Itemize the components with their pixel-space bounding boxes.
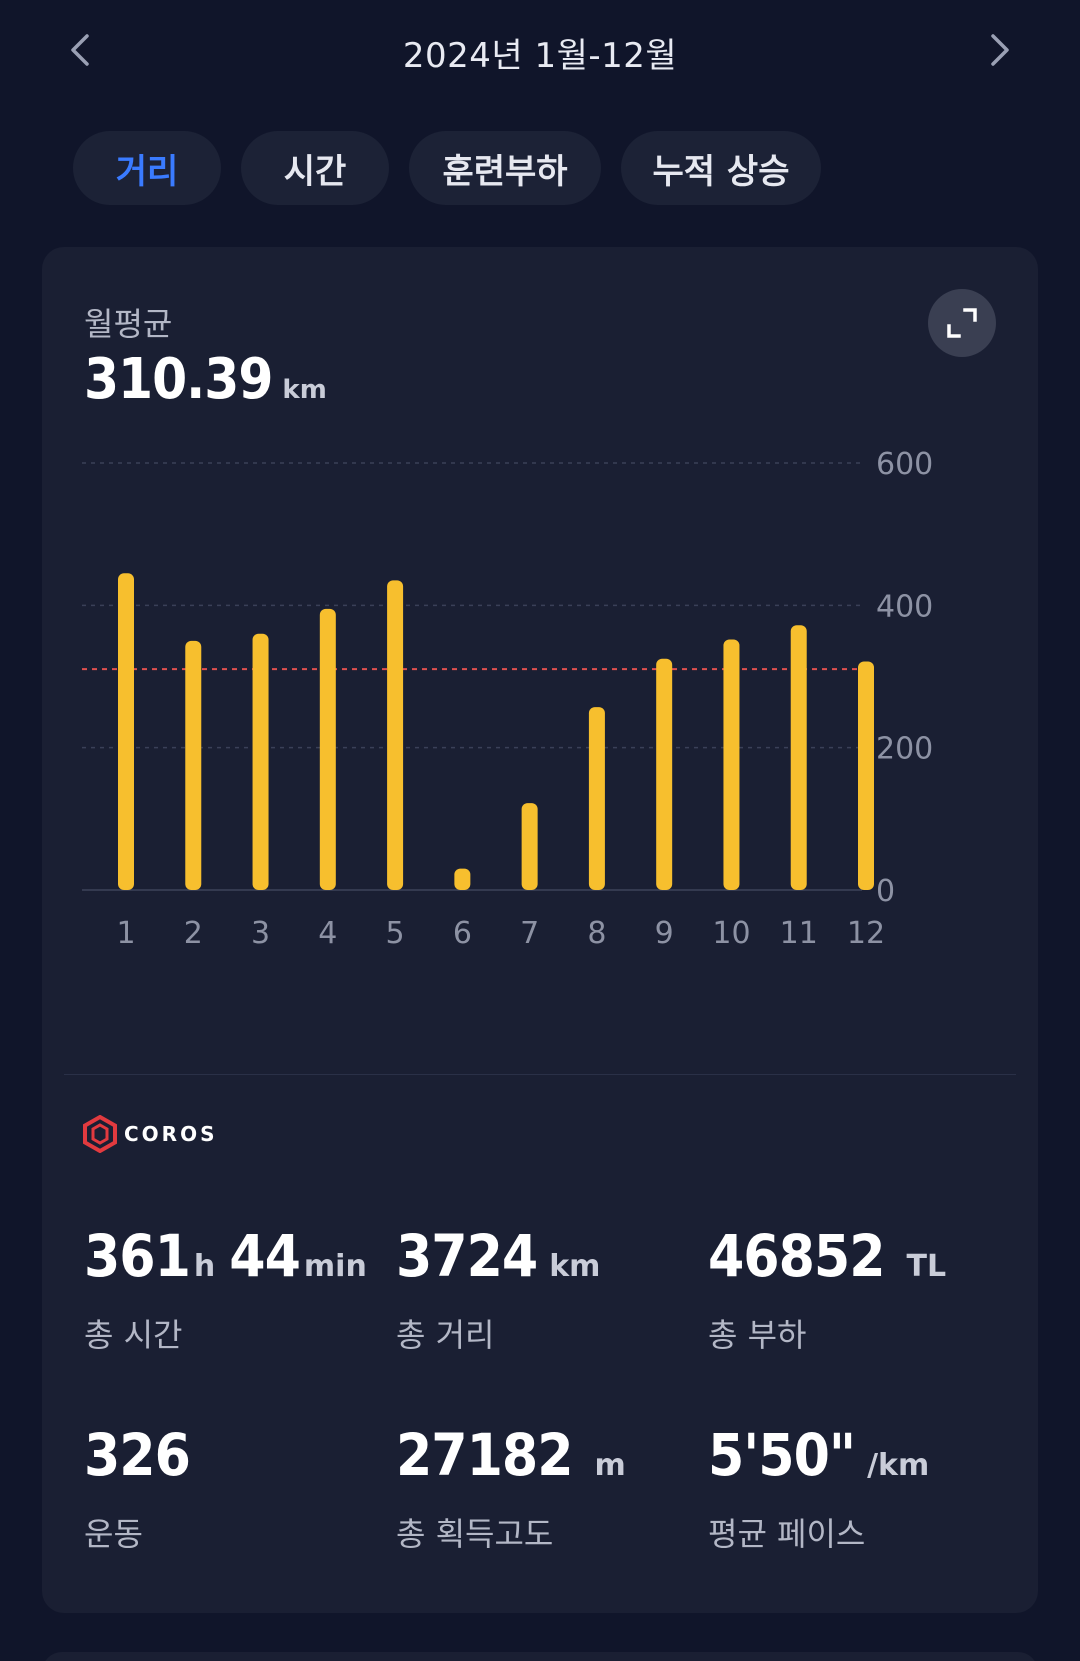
x-tick-label: 7 (520, 916, 539, 951)
tab-distance[interactable]: 거리 (73, 131, 221, 205)
x-tick-label: 10 (712, 916, 750, 951)
stat-unit: /km (867, 1448, 930, 1483)
bar (118, 573, 134, 890)
bar (858, 661, 874, 890)
stat-value: 361 (84, 1222, 191, 1290)
bar (185, 640, 202, 890)
next-card (42, 1652, 1038, 1661)
x-tick-label: 1 (116, 916, 135, 951)
x-tick-label: 2 (184, 916, 203, 951)
stat-value: 326 (84, 1421, 191, 1489)
expand-button[interactable] (928, 289, 996, 357)
expand-icon (947, 308, 977, 338)
stat-unit: h (193, 1249, 216, 1284)
monthly-average-label: 월평균 (84, 305, 173, 343)
summary-card: 월평균 310.39 km 0 200 400 600 1 2 3 4 5 6 7 8 9 10 11 12 … (42, 247, 1038, 1613)
x-tick-label: 12 (847, 916, 885, 951)
stat-total-load: 46852 TL 총 부하 (708, 1222, 998, 1356)
stat-label: 평균 페이스 (708, 1515, 866, 1553)
x-tick-label: 4 (318, 916, 337, 951)
x-tick-label: 8 (587, 916, 606, 951)
coros-logo-icon (83, 1115, 117, 1153)
stat-label: 총 획득고도 (396, 1515, 554, 1553)
bar (521, 803, 538, 890)
bar (252, 633, 269, 890)
stat-label: 총 시간 (84, 1316, 183, 1354)
stat-value: 27182 (396, 1421, 574, 1489)
stat-label: 총 부하 (708, 1316, 807, 1354)
coros-brand: COROS (82, 1115, 218, 1153)
stat-total-time: 361 h 44 min 총 시간 (84, 1222, 374, 1356)
tab-time[interactable]: 시간 (241, 131, 389, 205)
stat-value-minutes: 44 (229, 1222, 301, 1290)
stat-unit: km (549, 1249, 601, 1284)
bar (387, 580, 404, 890)
stat-label: 운동 (84, 1515, 143, 1553)
chevron-right-icon[interactable] (980, 30, 1020, 70)
stat-value: 5'50" (708, 1421, 856, 1489)
stat-activities: 326 운동 (84, 1421, 374, 1555)
stat-average-pace: 5'50" /km 평균 페이스 (708, 1421, 998, 1555)
tab-elevation-gain[interactable]: 누적 상승 (621, 131, 821, 205)
chevron-left-icon[interactable] (60, 30, 100, 70)
bar (319, 608, 336, 890)
x-tick-label: 6 (453, 916, 472, 951)
stat-unit-minutes: min (303, 1249, 367, 1284)
metric-tabs: 거리 시간 훈련부하 누적 상승 (73, 131, 821, 205)
tab-training-load[interactable]: 훈련부하 (409, 131, 601, 205)
stat-unit: m (594, 1448, 626, 1483)
y-tick-label: 200 (876, 732, 933, 767)
x-tick-label: 9 (655, 916, 674, 951)
stat-unit: TL (906, 1249, 947, 1284)
stat-total-distance: 3724 km 총 거리 (396, 1222, 686, 1356)
bar (656, 658, 673, 890)
stat-elevation-gain: 27182 m 총 획득고도 (396, 1421, 686, 1555)
y-tick-label: 600 (876, 447, 933, 482)
stat-value: 3724 (396, 1222, 538, 1290)
y-tick-label: 400 (876, 589, 933, 624)
x-tick-label: 11 (780, 916, 818, 951)
bar (790, 625, 807, 890)
period-title: 2024년 1월-12월 (402, 36, 678, 76)
stat-value: 46852 (708, 1222, 886, 1290)
brand-name: COROS (124, 1122, 218, 1146)
monthly-average-value: 310.39 (84, 347, 273, 412)
y-tick-label: 0 (876, 874, 895, 909)
divider (64, 1074, 1016, 1075)
x-tick-label: 5 (386, 916, 405, 951)
stat-label: 총 거리 (396, 1316, 495, 1354)
monthly-average-unit: km (282, 375, 327, 405)
x-tick-label: 3 (251, 916, 270, 951)
monthly-average: 310.39 km (84, 347, 327, 412)
bar (723, 639, 740, 890)
bar (454, 868, 471, 890)
bar (588, 707, 605, 890)
